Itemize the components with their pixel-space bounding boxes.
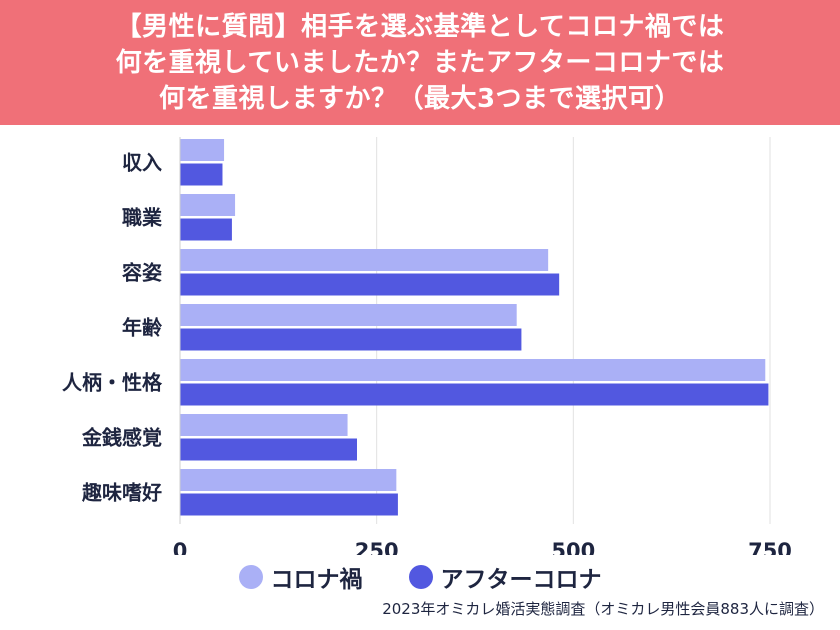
x-tick-label-3: 500 xyxy=(551,539,595,555)
category-label-4: 年齢 xyxy=(122,315,163,339)
x-tick-label-2: 250 xyxy=(355,539,399,555)
chart-title: 【男性に質問】相手を選ぶ基準としてコロナ禍では 何を重視していましたか？またアフ… xyxy=(115,11,725,114)
bar-2-4 xyxy=(180,328,522,351)
bar-2-7 xyxy=(180,493,398,516)
legend-item-series-1: コロナ禍 xyxy=(238,560,363,594)
legend-swatch-series-1 xyxy=(238,565,263,589)
legend: コロナ禍 アフターコロナ xyxy=(0,560,840,594)
bar-1-2 xyxy=(180,194,236,216)
x-tick-label-1: 0 xyxy=(173,539,188,555)
bar-1-4 xyxy=(180,304,517,326)
bar-1-1 xyxy=(180,139,225,161)
x-tick-label-4: 750 xyxy=(748,539,792,555)
legend-item-series-2: アフターコロナ xyxy=(408,560,602,594)
category-label-3: 容姿 xyxy=(122,260,162,284)
title-banner: 【男性に質問】相手を選ぶ基準としてコロナ禍では 何を重視していましたか？またアフ… xyxy=(0,0,840,125)
bar-1-7 xyxy=(180,469,397,491)
category-label-5: 人柄・性格 xyxy=(62,370,163,394)
category-label-1: 収入 xyxy=(122,150,162,174)
source-note: 2023年オミカレ婚活実態調査（オミカレ男性会員883人に調査） xyxy=(382,600,824,618)
bar-2-5 xyxy=(180,383,769,406)
bar-2-3 xyxy=(180,273,560,296)
legend-swatch-series-2 xyxy=(408,565,433,589)
bar-1-6 xyxy=(180,414,348,436)
category-label-2: 職業 xyxy=(122,205,163,229)
bar-2-2 xyxy=(180,218,232,241)
bar-2-1 xyxy=(180,163,223,186)
category-label-7: 趣味嗜好 xyxy=(81,480,162,504)
legend-label-series-2: アフターコロナ xyxy=(440,567,602,593)
category-label-6: 金銭感覚 xyxy=(81,425,162,449)
legend-label-series-1: コロナ禍 xyxy=(270,567,363,593)
bar-2-6 xyxy=(180,438,357,461)
bar-1-5 xyxy=(180,359,766,381)
bar-1-3 xyxy=(180,249,549,271)
